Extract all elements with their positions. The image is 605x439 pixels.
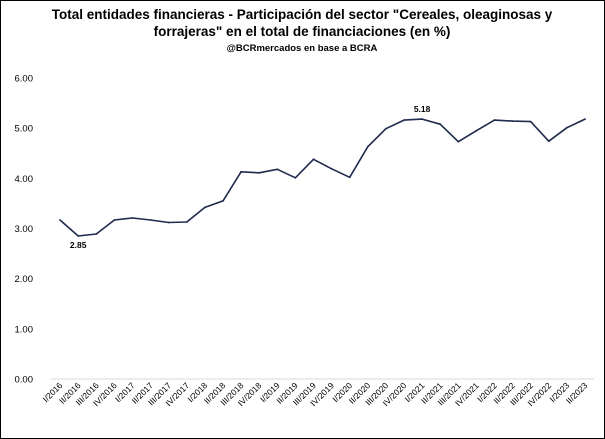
series-line — [59, 118, 586, 237]
data-label: 5.18 — [414, 104, 431, 114]
data-point — [77, 235, 80, 237]
data-point — [457, 140, 460, 143]
y-tick-label: 4.00 — [15, 174, 34, 185]
data-point — [95, 233, 98, 235]
data-point — [113, 219, 116, 221]
data-point — [475, 129, 478, 132]
y-tick-label: 0.00 — [15, 375, 34, 386]
data-point — [185, 221, 188, 223]
data-point — [511, 120, 514, 122]
data-labels: 2.85 5.18 — [70, 104, 431, 250]
data-point — [493, 119, 496, 121]
data-point — [529, 120, 532, 123]
data-point — [421, 118, 423, 120]
data-point — [240, 170, 243, 173]
data-point — [258, 171, 260, 174]
data-point — [385, 127, 387, 130]
y-tick-label: 6.00 — [15, 74, 34, 85]
data-point — [439, 123, 442, 126]
y-axis-ticks: 0.00 1.00 2.00 3.00 4.00 5.00 6.00 — [15, 74, 34, 386]
data-point — [366, 145, 369, 148]
data-point — [294, 176, 297, 179]
data-point — [547, 140, 550, 143]
data-point — [131, 217, 134, 219]
data-point — [149, 219, 152, 221]
chart-subtitle: @BCRmercados en base a BCRA — [227, 43, 378, 54]
y-tick-label: 1.00 — [15, 324, 34, 335]
data-point — [222, 200, 224, 202]
data-point — [167, 221, 170, 224]
x-axis-ticks: I/2016II/2016III/2016IV/2016I/2017II/201… — [41, 380, 590, 408]
data-label: 2.85 — [70, 240, 87, 250]
y-tick-label: 3.00 — [15, 224, 34, 235]
data-point — [204, 206, 206, 209]
data-point — [348, 176, 351, 179]
y-tick-label: 2.00 — [15, 274, 34, 285]
data-point — [403, 119, 405, 121]
y-tick-label: 5.00 — [15, 124, 34, 135]
data-points — [59, 118, 586, 237]
data-point — [59, 219, 61, 221]
data-point — [312, 158, 315, 161]
data-point — [584, 118, 586, 120]
data-point — [330, 167, 333, 170]
chart-title-line-2: forrajeras" en el total de financiacione… — [154, 24, 451, 39]
chart-title-line-1: Total entidades financieras - Participac… — [52, 7, 553, 22]
data-point — [276, 168, 279, 171]
data-point — [566, 126, 568, 129]
